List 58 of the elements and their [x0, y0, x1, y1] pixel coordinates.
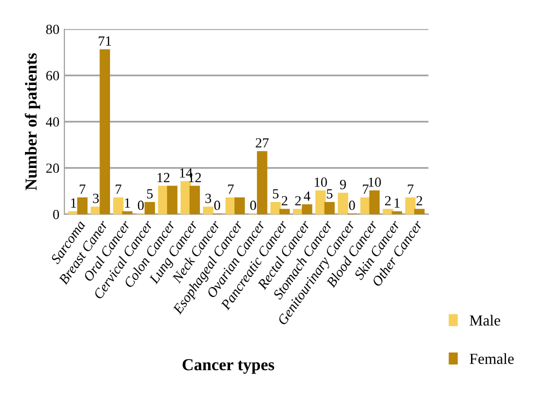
bar — [256, 151, 268, 214]
bar — [122, 211, 132, 214]
data-label: 0 — [214, 200, 220, 210]
bar — [270, 202, 281, 214]
data-label: 7 — [362, 184, 369, 194]
bar — [302, 204, 312, 214]
bar — [190, 186, 200, 214]
data-label: 3 — [205, 194, 212, 204]
data-label: 7 — [228, 184, 234, 194]
bar — [203, 206, 214, 214]
bar — [234, 197, 245, 214]
x-axis-title: Cancer types — [182, 359, 274, 374]
y-tick-label: 60 — [46, 70, 60, 80]
data-label: 2 — [416, 196, 422, 206]
data-label: 1 — [71, 198, 76, 208]
bar — [100, 49, 110, 214]
data-label: 7 — [116, 184, 122, 194]
data-label: 12 — [158, 172, 170, 182]
data-label: 0 — [250, 200, 256, 210]
bar — [414, 208, 425, 214]
data-label: 0 — [349, 200, 355, 210]
bar — [405, 197, 416, 214]
bar — [68, 211, 79, 214]
y-tick-label: 20 — [46, 164, 60, 173]
data-label: 2 — [295, 196, 301, 206]
data-label: 2 — [282, 196, 288, 206]
data-label: 5 — [147, 189, 153, 198]
y-tick-label: 80 — [46, 24, 60, 34]
data-label: 27 — [256, 138, 269, 148]
bar — [279, 208, 290, 214]
legend-label: Female — [470, 353, 514, 364]
bar — [113, 197, 124, 214]
bar — [392, 211, 402, 214]
bar — [77, 197, 88, 214]
bar — [167, 186, 178, 214]
y-tick-label: 40 — [46, 117, 60, 127]
data-label: 1 — [394, 198, 400, 208]
data-label: 2 — [385, 196, 391, 206]
data-label: 10 — [314, 178, 327, 187]
data-label: 9 — [340, 180, 346, 190]
data-label: 10 — [368, 178, 381, 187]
bar — [369, 190, 380, 214]
data-label: 0 — [138, 200, 144, 210]
data-label: 71 — [98, 36, 111, 46]
data-label: 7 — [408, 184, 414, 194]
data-label: 5 — [272, 189, 279, 198]
bar — [315, 190, 326, 214]
data-label: 1 — [125, 198, 130, 208]
bar — [338, 192, 348, 214]
bar — [324, 202, 335, 214]
bar — [144, 202, 155, 214]
y-tick-label: 0 — [53, 210, 60, 220]
data-label: 4 — [304, 191, 310, 201]
data-label: 7 — [80, 184, 86, 194]
data-label: 5 — [326, 189, 332, 198]
y-axis-title: Number of patients — [24, 53, 40, 190]
data-label: 3 — [93, 194, 99, 204]
legend-label: Male — [470, 314, 500, 326]
